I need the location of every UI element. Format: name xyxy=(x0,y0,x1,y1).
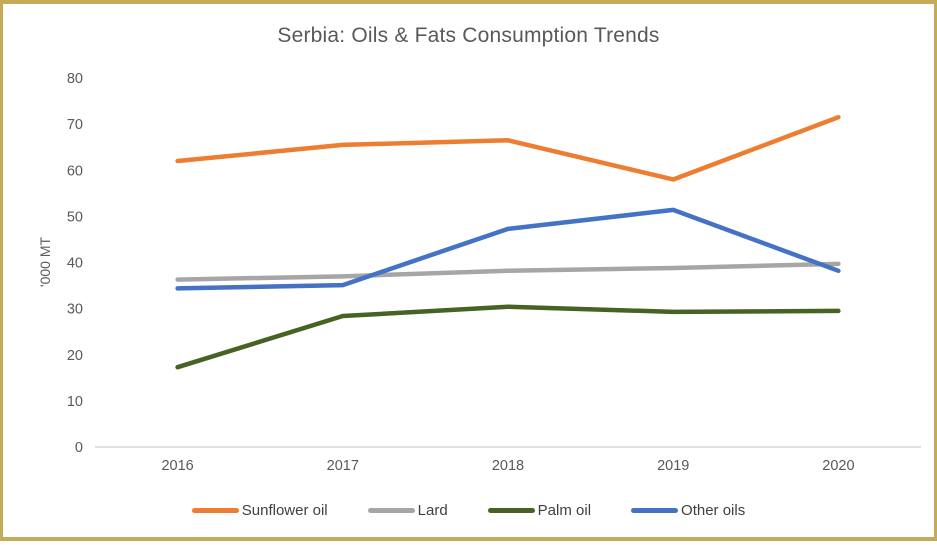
x-axis-tick-label: 2020 xyxy=(822,458,854,474)
y-axis-tick-label: 0 xyxy=(75,440,83,456)
x-axis-tick-label: 2017 xyxy=(327,458,359,474)
y-axis-tick-label: 50 xyxy=(67,209,83,225)
y-axis-tick-label: 80 xyxy=(67,71,83,87)
y-axis-tick-label: 10 xyxy=(67,394,83,410)
legend-label-lard: Lard xyxy=(417,502,448,519)
y-axis-tick-label: 20 xyxy=(67,348,83,364)
series-line-other-oils xyxy=(175,207,841,291)
y-axis-tick-label: 40 xyxy=(67,256,83,272)
y-axis-tick-label: 70 xyxy=(67,117,83,133)
y-axis-tick-label: 30 xyxy=(67,302,83,318)
legend-label-other-oils: Other oils xyxy=(681,502,746,519)
legend-item-palm-oil: Palm oil xyxy=(487,502,592,519)
chart-legend: Sunflower oil Lard Palm oil Other oils xyxy=(3,502,934,519)
legend-swatch-palm-oil xyxy=(487,508,535,513)
series-line-palm-oil xyxy=(175,304,841,370)
y-axis-tick-label: 60 xyxy=(67,163,83,179)
legend-swatch-other-oils xyxy=(631,508,679,513)
legend-label-palm-oil: Palm oil xyxy=(537,502,592,519)
legend-item-lard: Lard xyxy=(367,502,448,519)
line-chart-plot-area: 0 10 20 30 40 50 60 70 80 2016 2017 2018 2019 2020 xyxy=(67,71,921,474)
x-axis-tick-label: 2018 xyxy=(492,458,524,474)
x-axis-tick-label: 2019 xyxy=(657,458,689,474)
chart-title: Serbia: Oils & Fats Consumption Trends xyxy=(277,24,660,47)
legend-item-sunflower-oil: Sunflower oil xyxy=(191,502,328,519)
legend-swatch-sunflower-oil xyxy=(191,508,239,513)
x-axis-tick-label: 2016 xyxy=(161,458,193,474)
series-line-sunflower-oil xyxy=(175,114,841,182)
legend-item-other-oils: Other oils xyxy=(631,502,745,519)
series-line-lard xyxy=(175,261,841,282)
legend-label-sunflower-oil: Sunflower oil xyxy=(241,502,328,519)
legend-swatch-lard xyxy=(367,508,415,513)
